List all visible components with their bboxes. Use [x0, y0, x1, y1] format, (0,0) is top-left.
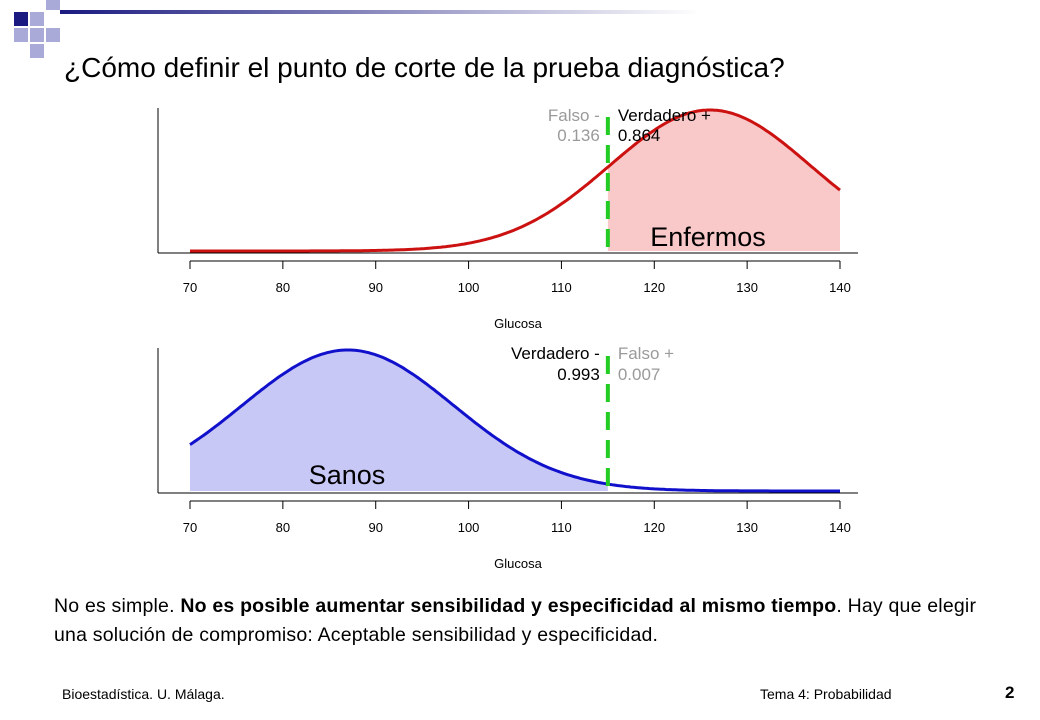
- x-tick-label: 90: [368, 520, 382, 535]
- decor-square: [46, 28, 60, 42]
- explanation-intro: No es simple.: [54, 595, 181, 617]
- x-tick-label: 80: [276, 520, 290, 535]
- explanation-rest: . Hay que elegir una solución de comprom…: [54, 595, 977, 646]
- header-gradient-band: [60, 10, 700, 14]
- decor-square: [14, 28, 28, 42]
- decorative-header-graphic: [14, 0, 700, 58]
- shaded-area: [190, 350, 608, 491]
- density-curve: [189, 348, 840, 493]
- x-tick-label: 80: [276, 280, 290, 295]
- decor-square: [30, 28, 44, 42]
- annotation-value: 0.864: [618, 126, 661, 145]
- decor-square: [30, 12, 44, 26]
- page-number: 2: [1005, 683, 1015, 702]
- decor-square: [14, 12, 28, 26]
- annotation-value: 0.993: [557, 365, 600, 384]
- x-tick-label: 120: [643, 280, 665, 295]
- x-tick-label: 70: [183, 520, 197, 535]
- explanation-paragraph: No es simple. No es posible aumentar sen…: [54, 592, 984, 650]
- x-tick-label: 130: [736, 280, 758, 295]
- slide-title: ¿Cómo definir el punto de corte de la pr…: [64, 52, 785, 83]
- footer-course: Bioestadística. U. Málaga.: [62, 686, 225, 702]
- footer-topic: Tema 4: Probabilidad: [760, 686, 892, 702]
- x-axis-label: Glucosa: [494, 556, 542, 571]
- population-label: Enfermos: [650, 222, 766, 252]
- shaded-area: [607, 110, 840, 251]
- annotation-value: 0.136: [557, 126, 600, 145]
- annotation-label: Falso -: [548, 106, 600, 125]
- x-tick-label: 140: [829, 280, 851, 295]
- explanation-bold: No es posible aumentar sensibilidad y es…: [180, 595, 837, 617]
- x-tick-label: 70: [183, 280, 197, 295]
- density-curve: [190, 108, 841, 253]
- sanos-chart: 70 80 90 100 110 120 130 140 Glucosa Sanos Verdade…: [157, 344, 858, 571]
- annotation-label: Verdadero -: [511, 344, 600, 363]
- x-axis-label: Glucosa: [494, 316, 542, 331]
- annotation-label: Verdadero +: [618, 106, 711, 125]
- x-tick-label: 100: [458, 520, 480, 535]
- annotation-value: 0.007: [618, 365, 661, 384]
- x-tick-label: 140: [829, 520, 851, 535]
- x-tick-label: 100: [458, 280, 480, 295]
- decor-square: [30, 44, 44, 58]
- x-tick-label: 120: [643, 520, 665, 535]
- population-label: Sanos: [309, 460, 386, 490]
- decor-square: [46, 0, 60, 10]
- annotation-label: Falso +: [618, 344, 674, 363]
- x-tick-label: 110: [551, 280, 572, 295]
- x-tick-label: 90: [368, 280, 382, 295]
- enfermos-chart: 70 80 90 100 110 120 130 140 Glucosa Enfermos Fals…: [157, 106, 858, 331]
- x-tick-label: 130: [736, 520, 758, 535]
- x-tick-label: 110: [551, 520, 572, 535]
